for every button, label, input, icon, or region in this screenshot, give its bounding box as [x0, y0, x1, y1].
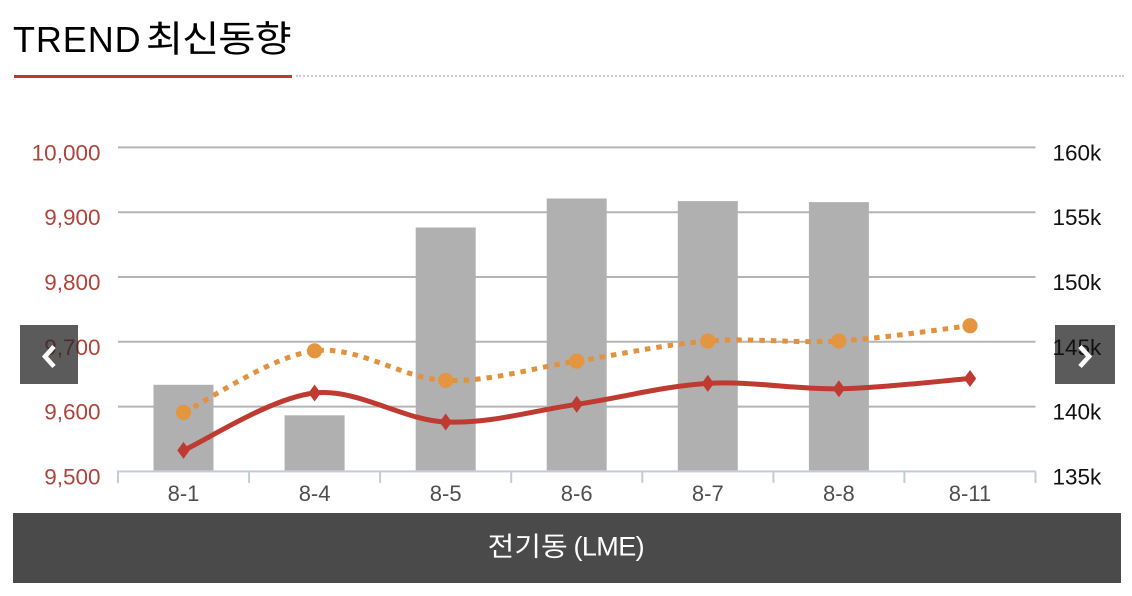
svg-text:8-1: 8-1	[168, 481, 200, 506]
svg-text:135k: 135k	[1053, 464, 1103, 489]
svg-text:145k: 145k	[1053, 335, 1103, 360]
svg-text:(LME): (LME)	[574, 532, 645, 562]
svg-text:9,600: 9,600	[44, 400, 100, 425]
svg-text:TREND: TREND	[13, 19, 142, 60]
svg-text:9,900: 9,900	[44, 205, 100, 230]
svg-text:8-8: 8-8	[823, 481, 855, 506]
svg-text:8-6: 8-6	[561, 481, 593, 506]
svg-text:160k: 160k	[1053, 140, 1103, 165]
svg-text:8-5: 8-5	[430, 481, 462, 506]
svg-text:155k: 155k	[1053, 205, 1103, 230]
svg-text:9,800: 9,800	[44, 270, 100, 295]
svg-text:8-4: 8-4	[299, 481, 331, 506]
svg-text:8-11: 8-11	[949, 481, 991, 506]
svg-text:140k: 140k	[1053, 400, 1103, 425]
svg-text:10,000: 10,000	[32, 140, 101, 165]
svg-text:150k: 150k	[1053, 270, 1103, 295]
svg-text:9,500: 9,500	[44, 464, 100, 489]
svg-text:8-7: 8-7	[692, 481, 724, 506]
